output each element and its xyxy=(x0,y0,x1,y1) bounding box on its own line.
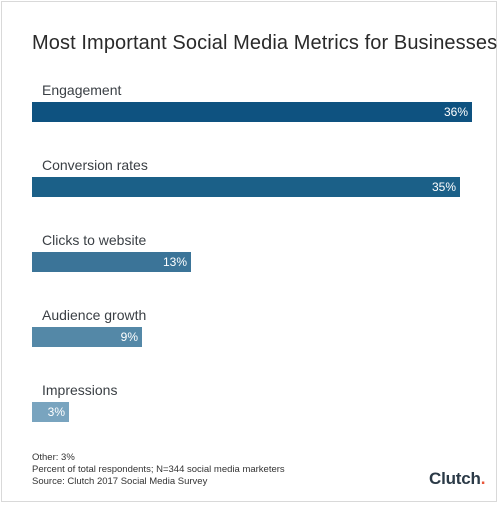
bar xyxy=(32,327,142,347)
value-label: 3% xyxy=(47,405,65,419)
bar xyxy=(32,252,191,272)
bar xyxy=(32,177,460,197)
value-label: 36% xyxy=(443,105,468,119)
category-label: Clicks to website xyxy=(42,232,147,248)
category-label: Impressions xyxy=(42,382,118,398)
category-label: Engagement xyxy=(42,82,122,98)
chart-title: Most Important Social Media Metrics for … xyxy=(32,32,498,54)
footnote-source: Source: Clutch 2017 Social Media Survey xyxy=(32,476,208,487)
category-label: Conversion rates xyxy=(42,157,148,173)
bar xyxy=(32,102,472,122)
category-label: Audience growth xyxy=(42,307,147,323)
value-label: 9% xyxy=(120,330,138,344)
value-label: 13% xyxy=(162,255,187,269)
footnote-other: Other: 3% xyxy=(32,452,75,463)
value-label: 35% xyxy=(431,180,456,194)
clutch-logo: Clutch. xyxy=(429,469,486,488)
bar xyxy=(32,402,69,422)
footnote-respondents: Percent of total respondents; N=344 soci… xyxy=(32,464,285,475)
